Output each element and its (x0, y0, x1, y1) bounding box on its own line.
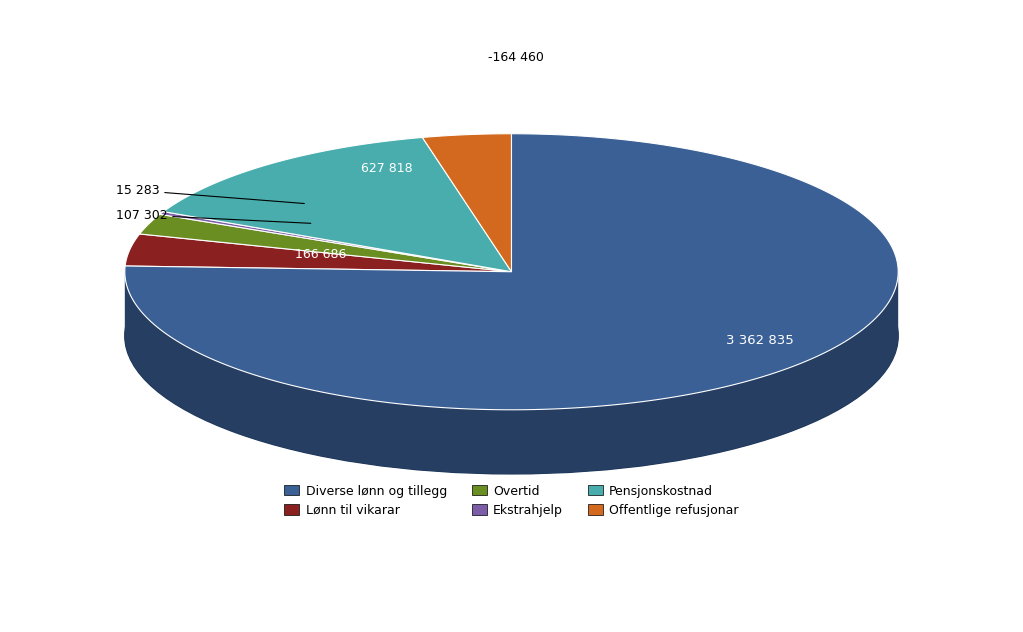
Polygon shape (125, 134, 898, 410)
Text: 3 362 835: 3 362 835 (726, 334, 794, 347)
Ellipse shape (125, 198, 898, 474)
Polygon shape (125, 272, 898, 474)
Text: 166 686: 166 686 (296, 248, 347, 261)
Legend: Diverse lønn og tillegg, Lønn til vikarar, Overtid, Ekstrahjelp, Pensjonskostnad: Diverse lønn og tillegg, Lønn til vikara… (279, 480, 744, 522)
Polygon shape (139, 214, 512, 272)
Polygon shape (164, 137, 512, 272)
Text: -164 460: -164 460 (488, 51, 544, 64)
Polygon shape (160, 212, 512, 272)
Polygon shape (422, 134, 512, 272)
Polygon shape (125, 234, 512, 272)
Text: 627 818: 627 818 (361, 162, 413, 174)
Text: 15 283: 15 283 (116, 184, 304, 204)
Text: 107 302: 107 302 (116, 209, 311, 223)
